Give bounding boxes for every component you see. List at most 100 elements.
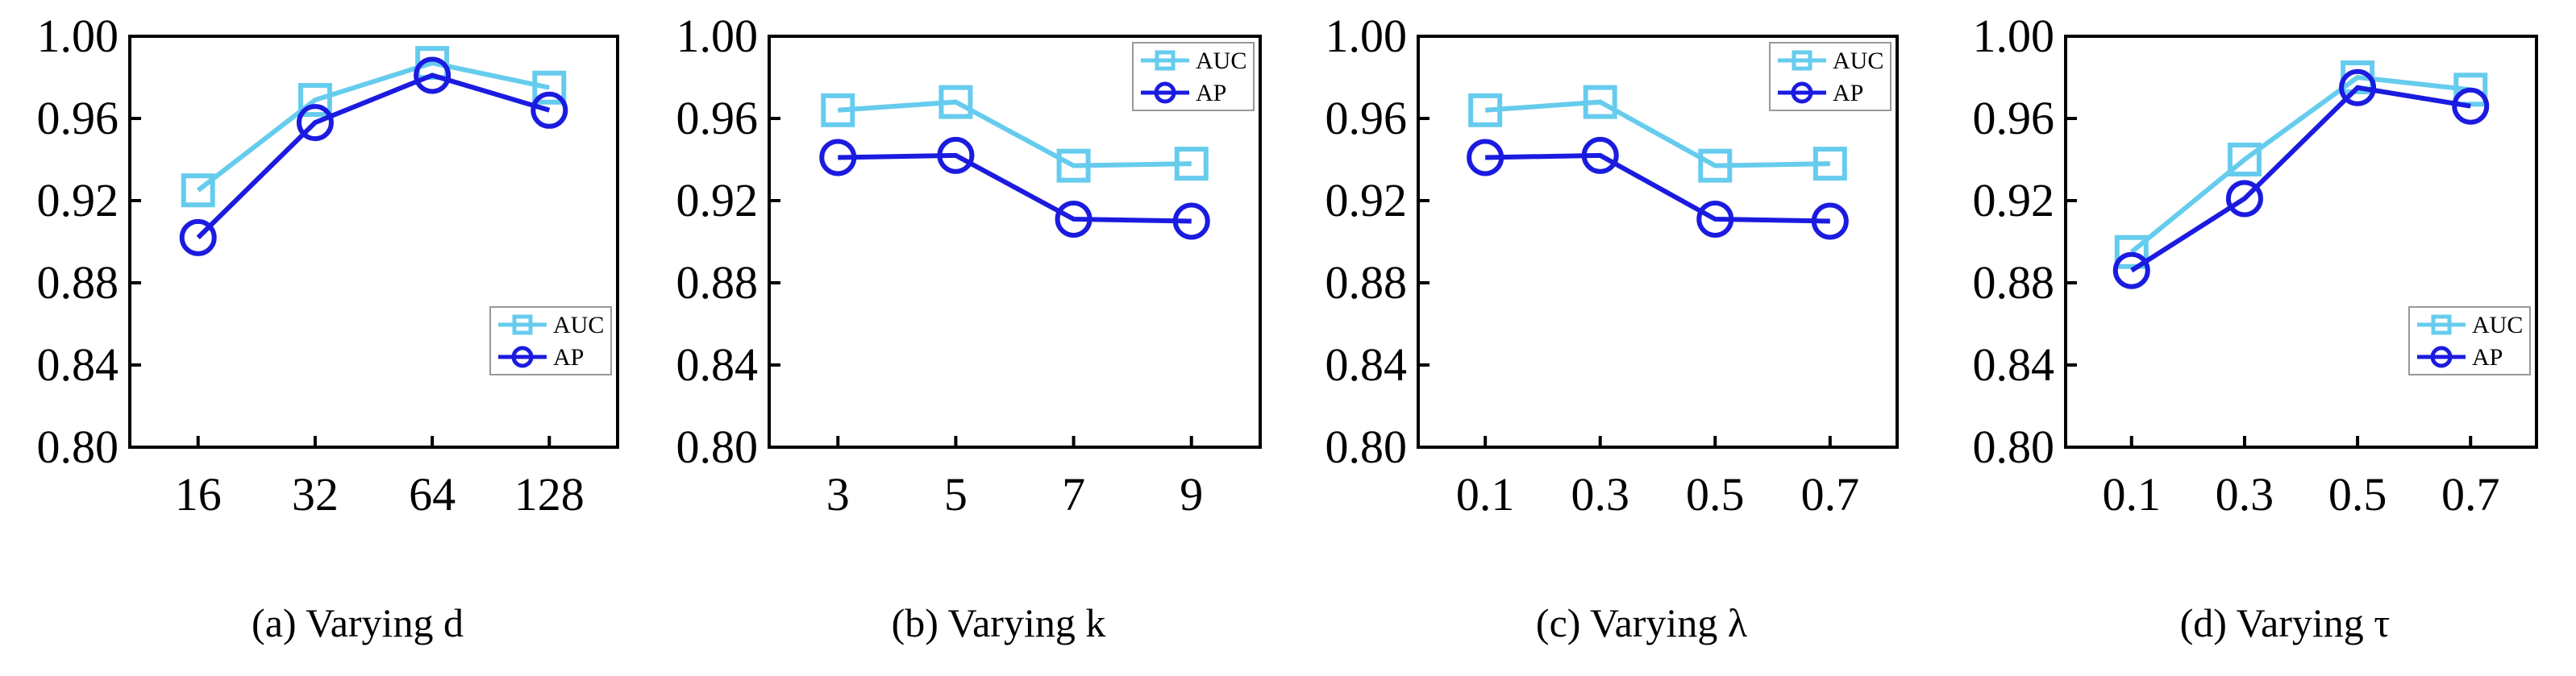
y-tick-label: 0.96 [1973, 92, 2055, 144]
y-tick-label: 0.96 [1325, 92, 1408, 144]
auc-point [181, 173, 215, 208]
x-tick-label: 64 [409, 468, 456, 520]
series-line-ap [196, 73, 551, 240]
legend-square-marker [512, 314, 533, 335]
y-tick-label: 0.84 [1325, 338, 1408, 391]
legend-label-ap: AP [553, 344, 584, 371]
plot-frame [1417, 35, 1899, 449]
y-tick-label: 0.80 [1973, 421, 2055, 473]
auc-point [1698, 148, 1733, 183]
series-line-auc [196, 60, 550, 193]
y-tick-label: 0.88 [1973, 256, 2055, 309]
auc-point [1174, 147, 1209, 181]
legend-label-auc: AUC [1196, 48, 1246, 74]
x-tick-label: 0.3 [2216, 468, 2274, 520]
x-tick-label: 0.5 [1686, 468, 1745, 520]
panel-caption: (c) Varying λ [1536, 600, 1747, 645]
ap-point [179, 218, 217, 256]
legend: AUC AP [1132, 42, 1255, 111]
auc-point [938, 85, 973, 119]
ap-point [296, 104, 334, 142]
legend-label-ap: AP [1833, 80, 1863, 106]
y-tick-label: 0.88 [37, 256, 119, 309]
plot-frame [128, 35, 619, 449]
y-tick-label: 0.92 [1325, 174, 1408, 226]
x-tick-label: 0.7 [2441, 468, 2500, 520]
x-tick-label: 9 [1180, 468, 1203, 520]
auc-point [1812, 147, 1847, 181]
x-tick-label: 5 [944, 468, 968, 520]
ap-point [414, 56, 452, 94]
series-line-ap [2130, 85, 2471, 273]
legend: AUC AP [1769, 42, 1891, 111]
auc-point [2114, 234, 2149, 269]
legend-box [489, 306, 612, 375]
ap-point [531, 91, 568, 129]
series-line-ap [838, 152, 1192, 224]
chart-panel-4: 0.800.840.880.920.961.000.1 0.3 0.5 0.7AUCA… [1973, 10, 2538, 645]
legend-square-marker [1792, 50, 1812, 71]
legend-circle-marker [2430, 346, 2453, 368]
y-tick-label: 0.92 [37, 174, 119, 226]
y-tick-label: 1.00 [37, 10, 119, 62]
ap-point [2452, 87, 2490, 125]
x-tick-label: 0.5 [2328, 468, 2387, 520]
y-tick-label: 0.84 [37, 338, 119, 391]
auc-point [1056, 148, 1091, 183]
ap-point [2339, 68, 2377, 106]
ap-point [1811, 202, 1849, 240]
series-line-auc [1484, 99, 1830, 168]
plot-frame [768, 35, 1262, 449]
x-tick-label: 128 [514, 468, 585, 520]
auc-point [2227, 143, 2262, 176]
series-line-auc [838, 99, 1192, 168]
y-tick-label: 0.84 [1973, 338, 2055, 391]
y-tick-label: 0.84 [676, 338, 759, 391]
y-tick-label: 0.92 [1973, 174, 2055, 226]
legend-circle-marker [1154, 81, 1176, 104]
legend-label-ap: AP [2472, 344, 2503, 371]
legend-circle-marker [1791, 81, 1813, 104]
y-tick-label: 0.80 [1325, 421, 1408, 473]
auc-point [532, 70, 567, 105]
y-tick-label: 1.00 [676, 10, 759, 62]
x-tick-label: 0.1 [1456, 468, 1515, 520]
y-tick-label: 0.80 [37, 421, 119, 473]
x-tick-label: 32 [292, 468, 339, 520]
legend-square-marker [1155, 50, 1176, 71]
auc-point [298, 83, 332, 118]
legend-label-auc: AUC [553, 312, 604, 338]
plot-frame [2064, 35, 2538, 449]
ap-point [937, 136, 975, 174]
x-tick-label: 0.3 [1571, 468, 1629, 520]
legend-box [1132, 42, 1255, 111]
legend: AUC AP [2408, 306, 2531, 375]
legend-label-ap: AP [1196, 80, 1226, 106]
x-tick-label: 7 [1062, 468, 1085, 520]
y-tick-label: 0.92 [676, 174, 759, 226]
legend-square-marker [2431, 314, 2452, 335]
x-tick-label: 0.7 [1801, 468, 1860, 520]
legend-label-auc: AUC [2472, 312, 2523, 338]
panel-caption: (a) Varying d [252, 600, 464, 645]
legend-box [2408, 306, 2531, 375]
y-tick-label: 1.00 [1325, 10, 1408, 62]
x-tick-label: 3 [826, 468, 850, 520]
y-tick-label: 0.88 [1325, 256, 1408, 309]
auc-point [821, 93, 855, 127]
ap-point [2225, 180, 2263, 218]
y-tick-label: 0.88 [676, 256, 759, 309]
legend-circle-marker [511, 346, 534, 368]
ap-point [1467, 139, 1504, 176]
x-tick-label: 16 [175, 468, 222, 520]
auc-point [1468, 93, 1503, 127]
chart-panel-1: 0.80 0.84 0.88 0.92 0.96 1.00 16 32 64 128 AUC AP (a… [37, 10, 619, 645]
series-line-auc [2129, 74, 2471, 255]
ap-point [1055, 200, 1092, 238]
ap-point [1581, 136, 1619, 174]
x-tick-label: 0.1 [2103, 468, 2162, 520]
legend-box [1769, 42, 1891, 111]
legend-label-auc: AUC [1833, 48, 1883, 74]
y-tick-label: 0.96 [676, 92, 759, 144]
